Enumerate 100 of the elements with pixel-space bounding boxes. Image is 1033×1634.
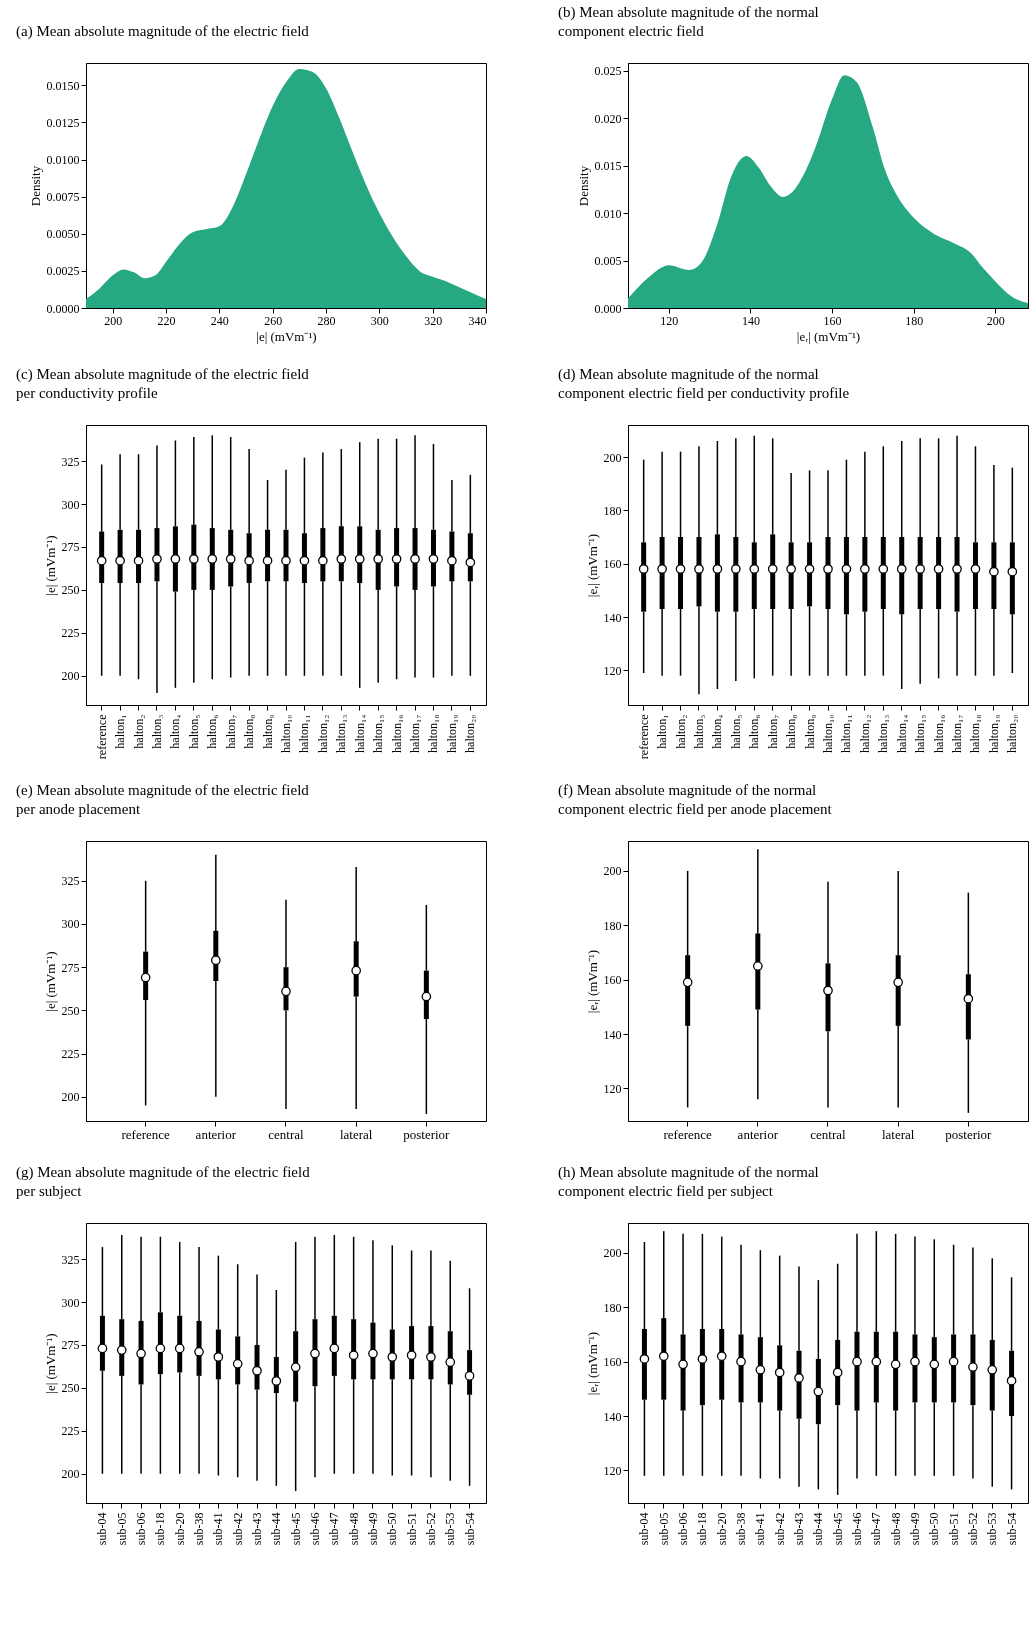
x-tick-label: sub-52 bbox=[423, 1512, 438, 1546]
x-tick-label: halton₁₃ bbox=[334, 714, 349, 753]
x-tick-label: sub-54 bbox=[1004, 1512, 1019, 1546]
y-tick-label: 275 bbox=[61, 960, 80, 975]
x-tick-label: sub-44 bbox=[811, 1512, 826, 1546]
x-tick-label: sub-05 bbox=[114, 1512, 129, 1546]
x-tick-label: sub-18 bbox=[153, 1512, 168, 1546]
x-tick-label: halton₁₈ bbox=[968, 714, 983, 753]
y-tick-label: 300 bbox=[61, 497, 80, 512]
y-tick-label: 0.0150 bbox=[46, 78, 80, 93]
x-tick-label: sub-46 bbox=[307, 1512, 322, 1546]
y-tick-label: 0.020 bbox=[594, 111, 622, 126]
y-tick-label: 200 bbox=[61, 669, 80, 684]
y-axis-title: |eᵣ| (mVm⁻¹) bbox=[584, 1331, 600, 1396]
chart-title: (f) Mean absolute magnitude of the normal component electric field per anode placement bbox=[558, 782, 833, 817]
x-tick-label: anterior bbox=[737, 1126, 779, 1142]
y-tick-label: 0.010 bbox=[594, 206, 622, 221]
x-tick-label: posterior bbox=[403, 1126, 451, 1142]
y-tick-label: 225 bbox=[61, 1047, 80, 1062]
x-tick-label: sub-42 bbox=[230, 1512, 245, 1546]
y-tick-label: 275 bbox=[61, 1338, 80, 1353]
x-tick-label: sub-48 bbox=[346, 1512, 361, 1546]
y-axis-title: |e| (mVm⁻¹) bbox=[42, 1333, 58, 1394]
x-tick-label: halton₂₀ bbox=[463, 714, 478, 753]
x-tick-label: halton₁₇ bbox=[950, 714, 965, 753]
x-tick-label: anterior bbox=[195, 1126, 237, 1142]
x-tick-label: halton₅ bbox=[728, 714, 743, 749]
y-tick-label: 200 bbox=[61, 1467, 80, 1482]
x-tick-label: sub-41 bbox=[211, 1512, 226, 1546]
x-tick-label: halton₁₅ bbox=[913, 714, 928, 753]
x-tick-label: sub-47 bbox=[869, 1512, 884, 1546]
x-tick-label: sub-53 bbox=[985, 1512, 1000, 1546]
y-axis-title: |eᵣ| (mVm⁻¹) bbox=[584, 533, 600, 598]
x-tick-label: sub-04 bbox=[637, 1512, 652, 1546]
x-tick-label: halton₁₄ bbox=[894, 714, 909, 753]
x-tick-label: lateral bbox=[339, 1126, 373, 1142]
x-tick-label: sub-20 bbox=[714, 1512, 729, 1546]
x-tick-label: sub-54 bbox=[462, 1512, 477, 1546]
x-tick-label: halton₁ bbox=[655, 714, 670, 749]
x-tick-label: sub-41 bbox=[753, 1512, 768, 1546]
chart-title: (e) Mean absolute magnitude of the electric field per anode placement bbox=[16, 782, 310, 817]
y-tick-label: 325 bbox=[61, 874, 80, 889]
x-tick-label: 120 bbox=[660, 313, 679, 328]
x-tick-label: sub-48 bbox=[888, 1512, 903, 1546]
y-tick-label: 120 bbox=[603, 1463, 622, 1478]
y-axis-title: |e| (mVm⁻¹) bbox=[42, 951, 58, 1012]
x-tick-label: halton₁₁ bbox=[297, 714, 312, 753]
x-tick-label: 180 bbox=[905, 313, 924, 328]
x-tick-label: 320 bbox=[424, 313, 443, 328]
x-tick-label: sub-51 bbox=[946, 1512, 961, 1546]
x-tick-label: sub-43 bbox=[250, 1512, 265, 1546]
y-tick-label: 275 bbox=[61, 540, 80, 555]
x-tick-label: halton₁₅ bbox=[371, 714, 386, 753]
y-tick-label: 180 bbox=[603, 1300, 622, 1315]
x-tick-label: sub-51 bbox=[404, 1512, 419, 1546]
y-tick-label: 0.025 bbox=[594, 64, 622, 79]
x-tick-label: halton₄ bbox=[168, 714, 183, 749]
y-tick-label: 0.0000 bbox=[46, 301, 80, 316]
x-tick-label: lateral bbox=[881, 1126, 915, 1142]
y-tick-label: 250 bbox=[61, 1003, 80, 1018]
chart-title: (d) Mean absolute magnitude of the normal component electric field per conductivity profile bbox=[558, 366, 850, 401]
x-tick-label: 340 bbox=[468, 313, 487, 328]
x-tick-label: reference bbox=[636, 714, 651, 760]
y-tick-label: 225 bbox=[61, 1424, 80, 1439]
x-tick-label: sub-44 bbox=[269, 1512, 284, 1546]
x-tick-label: halton₂₀ bbox=[1005, 714, 1020, 753]
y-tick-label: 180 bbox=[603, 503, 622, 518]
y-tick-label: 120 bbox=[603, 1081, 622, 1096]
x-tick-label: halton₈ bbox=[784, 714, 799, 749]
y-tick-label: 0.000 bbox=[594, 301, 622, 316]
x-tick-label: sub-38 bbox=[734, 1512, 749, 1546]
x-tick-label: central bbox=[268, 1126, 305, 1142]
x-axis-title: |e| (mVm⁻¹) bbox=[256, 328, 317, 344]
x-tick-label: sub-05 bbox=[656, 1512, 671, 1546]
x-tick-label: halton₃ bbox=[149, 714, 164, 749]
x-tick-label: halton₁₉ bbox=[986, 714, 1001, 753]
x-tick-label: halton₁₀ bbox=[279, 714, 293, 753]
x-tick-label: 160 bbox=[823, 313, 842, 328]
x-tick-label: central bbox=[810, 1126, 847, 1142]
x-tick-label: halton₇ bbox=[223, 714, 238, 749]
x-tick-label: sub-47 bbox=[327, 1512, 342, 1546]
x-tick-label: sub-53 bbox=[443, 1512, 458, 1546]
x-tick-label: reference bbox=[94, 714, 109, 760]
x-tick-label: halton₁₉ bbox=[444, 714, 459, 753]
x-tick-label: sub-49 bbox=[907, 1512, 922, 1546]
x-tick-label: halton₁₄ bbox=[352, 714, 367, 753]
y-axis-title: Density bbox=[575, 165, 591, 207]
x-tick-label: sub-43 bbox=[792, 1512, 807, 1546]
y-tick-label: 0.015 bbox=[594, 159, 622, 174]
y-tick-label: 200 bbox=[603, 1246, 622, 1261]
y-tick-label: 140 bbox=[603, 610, 622, 625]
y-axis-title: |eᵣ| (mVm⁻¹) bbox=[584, 949, 600, 1014]
y-tick-label: 325 bbox=[61, 454, 80, 469]
y-tick-label: 250 bbox=[61, 583, 80, 598]
x-tick-label: halton₂ bbox=[673, 714, 688, 749]
chart-title: (h) Mean absolute magnitude of the normal component electric field per subject bbox=[558, 1164, 819, 1199]
x-tick-label: sub-45 bbox=[830, 1512, 845, 1546]
y-tick-label: 0.0100 bbox=[46, 153, 80, 168]
x-tick-label: sub-04 bbox=[95, 1512, 110, 1546]
y-tick-label: 160 bbox=[603, 973, 622, 988]
